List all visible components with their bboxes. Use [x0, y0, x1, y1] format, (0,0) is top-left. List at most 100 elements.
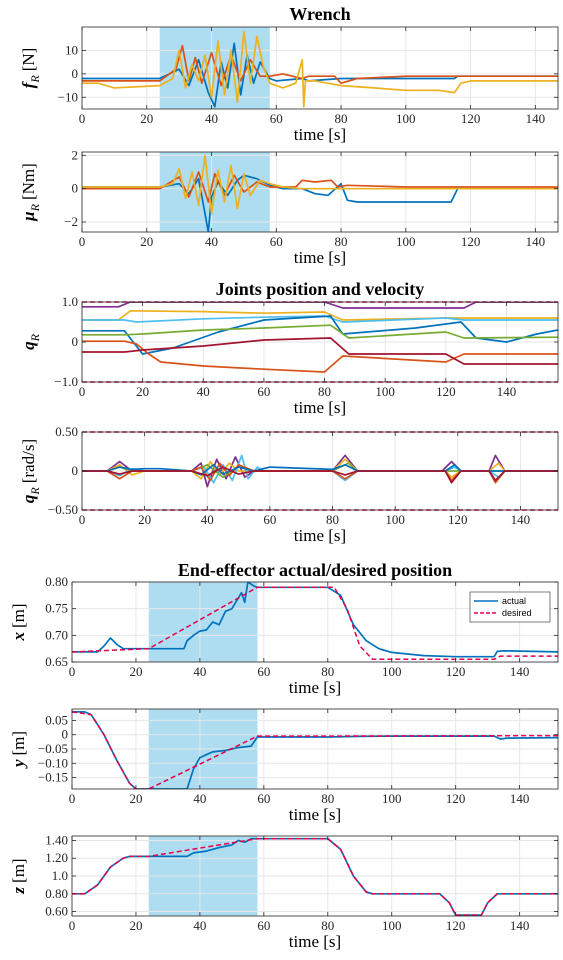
x-tick-label: 20: [140, 234, 153, 249]
series-line-purple: [82, 302, 558, 309]
y-tick-label: 1.40: [45, 832, 68, 847]
chart-title: Wrench: [289, 4, 350, 24]
y-tick-label: 0.05: [45, 712, 68, 727]
x-tick-label: 100: [375, 384, 395, 399]
y-tick-label: 0: [72, 463, 79, 478]
x-axis-label: time [s]: [289, 932, 341, 951]
y-label-symbol: μ: [19, 211, 38, 221]
series-line-orange: [82, 171, 558, 203]
x-axis-label: time [s]: [294, 398, 346, 417]
y-label-unit: [N]: [19, 48, 38, 72]
y-axis-label: qR: [19, 333, 42, 350]
x-tick-label: 120: [446, 791, 466, 806]
x-tick-label: 100: [382, 791, 402, 806]
y-axis-label: qR [rad/s]: [19, 439, 42, 503]
y-tick-label: 0: [72, 181, 79, 196]
x-tick-label: 100: [382, 664, 402, 679]
y-label-symbol: f: [19, 80, 38, 88]
x-tick-label: 100: [385, 512, 405, 527]
x-tick-label: 80: [318, 384, 331, 399]
chart-panel-ee_y: 0 20 40 60 80 100 120 1400.050−0.05−0.10−0.15ti…: [9, 708, 559, 824]
x-tick-label: 140: [510, 664, 530, 679]
y-tick-label: 0: [62, 727, 69, 742]
chart-title: End-effector actual/desired position: [178, 560, 452, 580]
x-axis-label: time [s]: [294, 526, 346, 545]
x-tick-label: 140: [510, 791, 530, 806]
series-line-lightblue: [82, 315, 558, 323]
y-axis-label: x [m]: [9, 603, 28, 641]
x-axis-label: time [s]: [289, 805, 341, 824]
y-axis-label: fR [N]: [19, 48, 42, 89]
y-label-symbol: q: [19, 494, 38, 503]
x-tick-label: 0: [69, 918, 76, 933]
chart-panel-ee_z: 0 20 40 60 80 100 120 140 0.60 0.80 1.0 1.20 1.40 tim…: [9, 832, 559, 951]
y-label-subscript: R: [28, 75, 42, 84]
series-line-desired: [72, 711, 558, 789]
y-tick-label: 0.70: [45, 627, 68, 642]
y-tick-label: −0.05: [38, 741, 68, 756]
y-label-symbol: q: [19, 341, 38, 350]
y-tick-label: −0.15: [38, 770, 68, 785]
x-tick-label: 80: [321, 664, 334, 679]
y-tick-label: 0.80: [45, 886, 68, 901]
x-tick-label: 120: [446, 664, 466, 679]
legend-label-actual: actual: [502, 596, 526, 606]
x-axis-label: time [s]: [289, 678, 341, 697]
x-tick-label: 0: [79, 111, 86, 126]
x-tick-label: 0: [79, 234, 86, 249]
x-tick-label: 140: [526, 111, 546, 126]
x-tick-label: 60: [257, 384, 270, 399]
chart-panel-ee_x: 0 20 40 60 80 100 120 140 0.65 0.70 0.75 0.80 time […: [9, 560, 559, 697]
series-line-yellow: [82, 30, 558, 108]
x-tick-label: 60: [257, 664, 270, 679]
x-tick-label: 40: [193, 918, 206, 933]
x-tick-label: 60: [270, 111, 283, 126]
x-tick-label: 40: [197, 384, 210, 399]
x-tick-label: 20: [129, 664, 142, 679]
x-tick-label: 0: [79, 512, 86, 527]
x-axis-label: time [s]: [294, 125, 346, 144]
y-tick-label: 1.20: [45, 850, 68, 865]
x-tick-label: 80: [321, 791, 334, 806]
series-line-darkred: [82, 466, 558, 484]
y-tick-label: 0: [72, 66, 79, 81]
x-tick-label: 40: [201, 512, 214, 527]
y-axis-label: z [m]: [9, 858, 28, 894]
x-tick-label: 40: [193, 664, 206, 679]
x-tick-label: 120: [461, 111, 481, 126]
x-tick-label: 60: [257, 791, 270, 806]
y-tick-label: 0.50: [55, 424, 78, 439]
y-label-symbol: y: [9, 759, 28, 769]
y-label-unit: [m]: [9, 603, 28, 628]
y-label-symbol: x: [9, 632, 28, 642]
series-line-yellow: [82, 154, 558, 215]
y-tick-label: 0.75: [45, 601, 68, 616]
x-tick-label: 120: [448, 512, 468, 527]
series-line-orange: [82, 340, 558, 373]
y-tick-label: −0.50: [48, 502, 78, 517]
x-tick-label: 0: [69, 664, 76, 679]
x-tick-label: 40: [205, 234, 218, 249]
axes-frame: [81, 26, 559, 110]
series-line-desired: [72, 837, 558, 916]
x-tick-label: 120: [446, 918, 466, 933]
x-tick-label: 120: [436, 384, 456, 399]
x-tick-label: 60: [257, 918, 270, 933]
y-tick-label: −1.0: [54, 374, 78, 389]
y-tick-label: −10: [58, 89, 78, 104]
y-label-subscript: R: [28, 487, 42, 496]
chart-title: Joints position and velocity: [216, 279, 425, 299]
y-label-symbol: z: [9, 887, 28, 895]
y-label-unit: [m]: [9, 858, 28, 883]
legend-label-desired: desired: [502, 608, 532, 618]
axes-frame: [71, 581, 559, 663]
x-tick-label: 140: [497, 384, 517, 399]
y-label-unit: [m]: [9, 731, 28, 756]
series-line-orange: [82, 44, 558, 87]
y-label-unit: [rad/s]: [19, 439, 38, 483]
series-line-darkred: [82, 337, 558, 365]
series-line-desired: [72, 586, 558, 661]
x-tick-label: 80: [326, 512, 339, 527]
